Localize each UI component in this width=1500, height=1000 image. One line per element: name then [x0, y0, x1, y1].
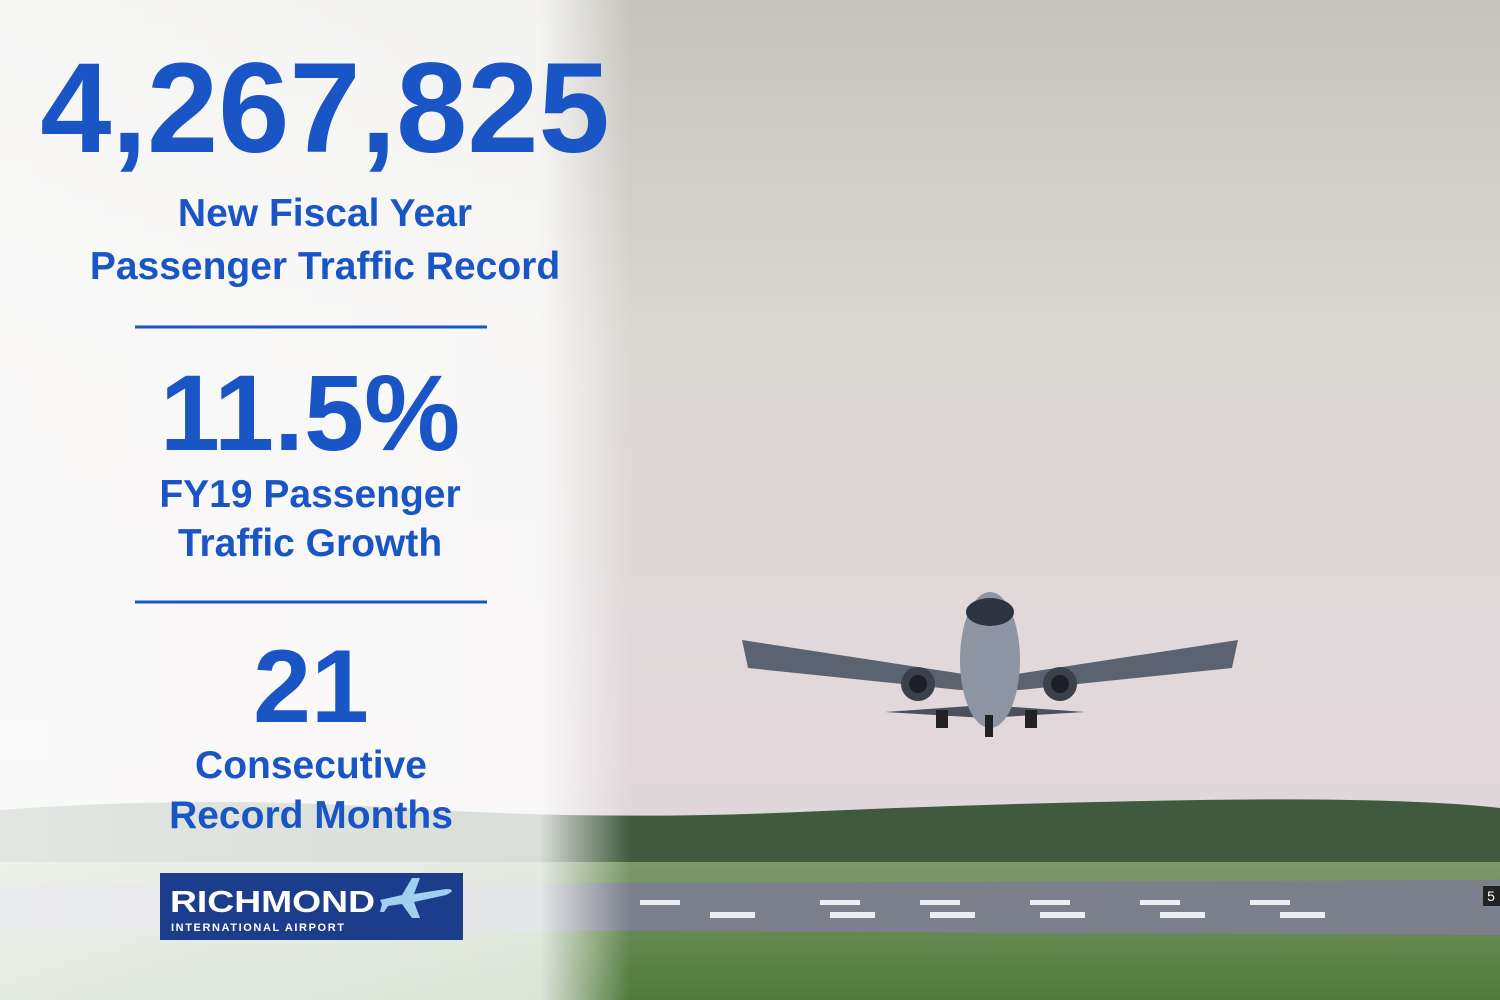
logo-subtitle: INTERNATIONAL AIRPORT: [171, 922, 346, 934]
logo-plane: [380, 878, 452, 918]
logo: RICHMOND INTERNATIONAL AIRPORT: [160, 873, 463, 940]
stat-value: 11.5%: [160, 352, 460, 473]
stat-label: New Fiscal Year: [178, 192, 472, 235]
logo-name: RICHMOND: [170, 884, 375, 919]
stat-label: Record Months: [169, 794, 453, 837]
stat-label: Traffic Growth: [178, 522, 442, 565]
stat-label: Passenger Traffic Record: [90, 245, 560, 288]
stat-label: FY19 Passenger: [159, 473, 460, 516]
stat-label: Consecutive: [195, 744, 427, 787]
stat-value: 21: [253, 629, 369, 745]
stat-value: 4,267,825: [40, 37, 609, 180]
